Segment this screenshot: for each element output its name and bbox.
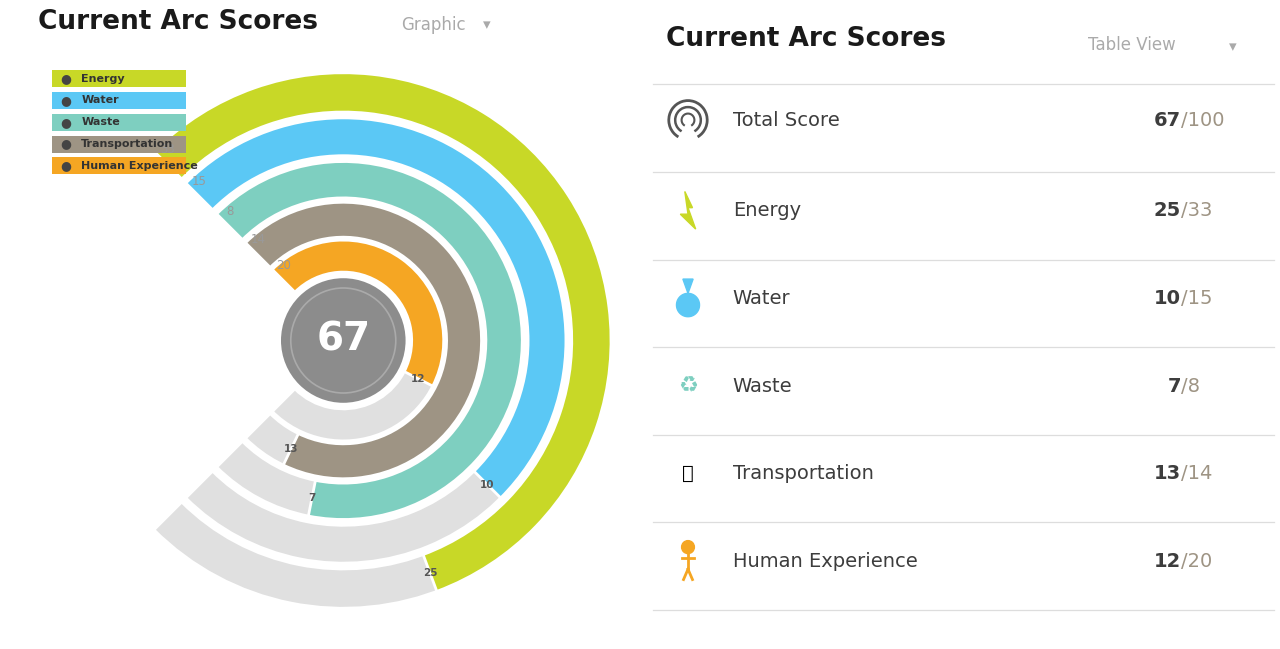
- Text: Waste: Waste: [82, 117, 120, 127]
- Text: Energy: Energy: [732, 201, 801, 221]
- Text: Human Experience: Human Experience: [732, 552, 918, 571]
- FancyBboxPatch shape: [52, 114, 186, 130]
- Text: ●: ●: [60, 138, 70, 151]
- Text: ♻: ♻: [678, 376, 698, 396]
- Text: ▾: ▾: [483, 18, 490, 32]
- Text: 67: 67: [1153, 110, 1180, 130]
- Text: 20: 20: [276, 259, 291, 272]
- Text: 10: 10: [480, 480, 494, 489]
- Text: /100: /100: [1180, 110, 1224, 130]
- Text: ●: ●: [60, 72, 70, 85]
- Text: 67: 67: [316, 320, 370, 358]
- Circle shape: [279, 276, 407, 404]
- Text: 33: 33: [160, 143, 175, 156]
- Wedge shape: [154, 73, 611, 608]
- Text: Water: Water: [82, 95, 119, 105]
- Text: 25: 25: [1153, 201, 1180, 221]
- Wedge shape: [216, 162, 522, 519]
- Wedge shape: [154, 73, 611, 591]
- Text: Graphic: Graphic: [402, 16, 466, 34]
- Text: Total Score: Total Score: [732, 110, 840, 130]
- Text: 🚗: 🚗: [682, 464, 694, 484]
- Text: 8: 8: [225, 205, 233, 218]
- Text: ●: ●: [60, 94, 70, 107]
- Wedge shape: [216, 162, 522, 519]
- Text: /15: /15: [1180, 289, 1212, 308]
- Wedge shape: [273, 240, 444, 441]
- Text: /33: /33: [1180, 201, 1212, 221]
- Text: ▾: ▾: [1229, 39, 1236, 54]
- Text: Energy: Energy: [82, 73, 125, 84]
- Text: 14: 14: [251, 234, 265, 247]
- Text: 25: 25: [422, 568, 438, 578]
- Text: Transportation: Transportation: [732, 464, 874, 484]
- Text: /20: /20: [1180, 552, 1212, 571]
- Polygon shape: [684, 279, 694, 293]
- Wedge shape: [186, 118, 566, 498]
- FancyBboxPatch shape: [52, 92, 186, 109]
- Wedge shape: [273, 240, 444, 386]
- FancyBboxPatch shape: [52, 136, 186, 153]
- Text: ●: ●: [60, 160, 70, 173]
- Text: 13: 13: [284, 445, 298, 454]
- Text: /8: /8: [1180, 376, 1199, 396]
- Polygon shape: [681, 191, 696, 229]
- Text: Current Arc Scores: Current Arc Scores: [666, 26, 946, 52]
- Text: 13: 13: [1153, 464, 1180, 484]
- Polygon shape: [677, 293, 699, 317]
- Text: 15: 15: [192, 175, 206, 188]
- Text: /14: /14: [1180, 464, 1212, 484]
- Wedge shape: [246, 202, 481, 479]
- Text: 12: 12: [1153, 552, 1180, 571]
- Text: Human Experience: Human Experience: [82, 161, 198, 171]
- FancyBboxPatch shape: [52, 70, 186, 87]
- Wedge shape: [246, 202, 481, 479]
- FancyBboxPatch shape: [52, 158, 186, 175]
- Text: Water: Water: [732, 289, 791, 308]
- Text: Transportation: Transportation: [82, 139, 174, 149]
- Wedge shape: [186, 118, 566, 563]
- Text: 7: 7: [308, 493, 316, 503]
- Text: Waste: Waste: [732, 376, 792, 396]
- Text: 7: 7: [1167, 376, 1180, 396]
- Text: 10: 10: [1153, 289, 1180, 308]
- Text: Current Arc Scores: Current Arc Scores: [37, 8, 317, 35]
- Circle shape: [682, 541, 694, 554]
- Text: ●: ●: [60, 116, 70, 129]
- Text: 12: 12: [411, 374, 426, 384]
- Text: Table View: Table View: [1088, 36, 1176, 54]
